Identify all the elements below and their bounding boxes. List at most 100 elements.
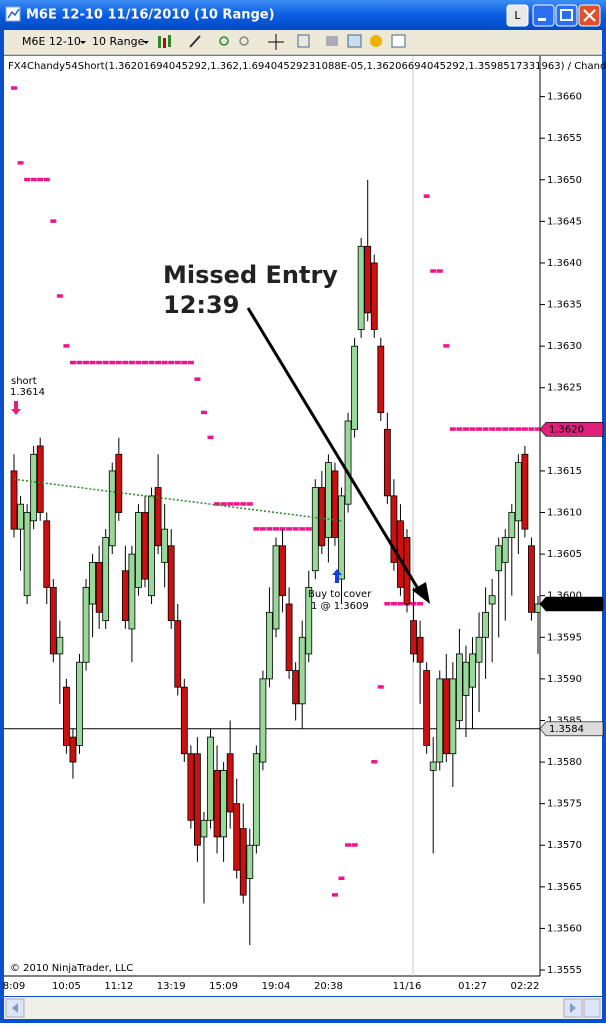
candle-body (298, 636, 306, 705)
stop-dot (253, 527, 260, 531)
maximize-button[interactable] (555, 4, 578, 27)
y-tick-label: 1.3580 (547, 757, 582, 768)
candle-body (429, 761, 437, 771)
candle-body (82, 586, 90, 663)
candle-body (154, 487, 162, 547)
stop-dot (122, 360, 129, 365)
candle-body (23, 512, 31, 597)
stop-dot (286, 527, 293, 531)
stop-dot (168, 360, 175, 365)
candle-body (351, 345, 359, 430)
stop-dot (174, 360, 181, 365)
candle-body (521, 453, 529, 530)
stop-dot (207, 435, 214, 440)
stop-dot (279, 527, 286, 531)
stop-dot (220, 502, 227, 506)
y-tick-label: 1.3650 (547, 175, 582, 186)
x-tick-label: 8:09 (3, 981, 25, 992)
candle-body (56, 636, 64, 655)
stop-dot (292, 527, 299, 531)
stop-dot (377, 685, 384, 689)
stop-dot (155, 360, 162, 365)
stop-dot (495, 427, 502, 431)
candle-body (207, 736, 214, 821)
candle-body (305, 586, 313, 655)
y-tick-label: 1.3635 (547, 300, 582, 311)
annotation-time: 12:39 (163, 291, 239, 319)
minimize-button[interactable] (532, 4, 555, 27)
candle-body (226, 753, 234, 813)
price-marker (539, 721, 604, 737)
candle-body (311, 487, 319, 572)
y-tick-label: 1.3625 (547, 383, 582, 394)
stop-dot (489, 427, 496, 431)
candle-body (187, 753, 195, 821)
y-tick-label: 1.3590 (547, 674, 582, 685)
annotation-title: Missed Entry (163, 261, 338, 289)
candle-body (534, 603, 540, 613)
copyright: © 2010 NinjaTrader, LLC (10, 963, 133, 974)
chart-area (4, 56, 602, 996)
candle-body (318, 487, 326, 547)
stop-dot (161, 360, 168, 365)
y-tick-label: 1.3555 (547, 965, 582, 976)
candle-body (43, 520, 51, 588)
y-tick-label: 1.3655 (547, 133, 582, 144)
cover-price: 1 @ 1.3609 (311, 601, 369, 612)
stop-dot (345, 843, 352, 847)
stop-dot (443, 344, 450, 348)
window-title: M6E 12-10 11/16/2010 (10 Range) (26, 8, 275, 23)
y-tick-label: 1.3660 (547, 92, 582, 103)
candle-body (292, 670, 300, 705)
candle-body (528, 545, 535, 613)
candle-body (246, 844, 254, 879)
stop-dot (456, 427, 463, 431)
candle-body (36, 445, 44, 513)
price-marker-label: 1.3599 (549, 599, 584, 610)
trendline (13, 478, 342, 522)
stop-dot (476, 427, 483, 431)
stop-dot (482, 427, 489, 431)
stop-dot (115, 360, 122, 365)
candle-body (462, 661, 470, 696)
instrument-selector[interactable]: M6E 12-10 (22, 35, 81, 48)
stop-dot (384, 602, 391, 606)
stop-dot (56, 294, 63, 298)
stop-dot (63, 344, 70, 348)
stop-dot (299, 527, 306, 531)
candle-body (76, 661, 83, 746)
y-tick-label: 1.3610 (547, 508, 582, 519)
candle-body (482, 611, 490, 638)
stop-dot (109, 360, 116, 365)
candle-body (488, 595, 496, 605)
candle-body (63, 686, 70, 746)
x-tick-label: 15:09 (209, 981, 238, 992)
candle-body (508, 512, 516, 538)
stop-dot (89, 360, 96, 365)
candle-body (49, 586, 57, 655)
candle-body (128, 553, 136, 630)
stop-dot (43, 177, 50, 182)
x-tick-label: 01:27 (458, 981, 487, 992)
stop-dot (462, 427, 469, 431)
x-tick-label: 11:12 (104, 981, 133, 992)
scrollbar[interactable] (4, 997, 602, 1019)
plot (4, 86, 540, 946)
stop-dot (214, 502, 221, 506)
candle-body (285, 603, 293, 671)
period-selector[interactable]: 10 Range (92, 35, 145, 48)
candle-body (514, 462, 522, 522)
x-tick-label: 10:05 (52, 981, 81, 992)
short-arrow (11, 401, 21, 415)
link-button[interactable] (506, 4, 529, 27)
indicator-label: FX4Chandy54Short(1.36201694045292,1.362,… (8, 61, 606, 72)
candle-body (475, 636, 483, 663)
candle-body (449, 678, 457, 755)
stop-dot (37, 177, 44, 182)
candle-body (455, 653, 463, 721)
toolbar-icons[interactable] (158, 34, 406, 50)
y-tick-label: 1.3605 (547, 549, 582, 560)
cover-label: Buy to cover (308, 589, 372, 600)
candle-body (442, 678, 450, 755)
